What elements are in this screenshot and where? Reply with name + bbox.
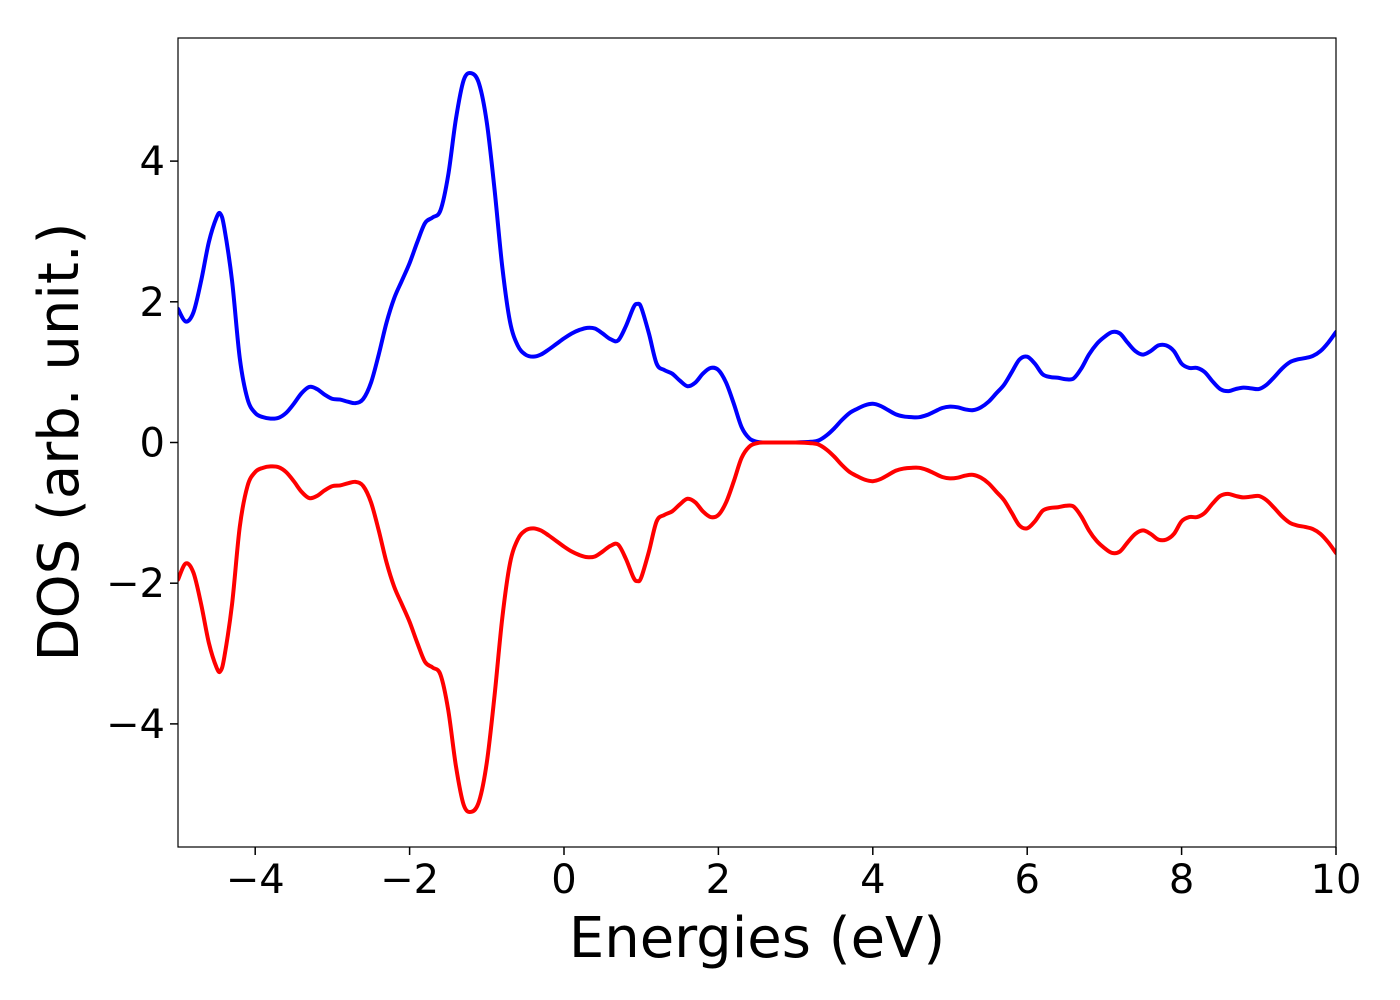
series-line-2: [178, 440, 1336, 815]
x-tick-label: −4: [226, 857, 285, 903]
x-tick-label: 4: [860, 857, 885, 903]
y-axis: −4 −2 0 2 4: [106, 139, 178, 748]
x-axis: −4 −2 0 2 4 6 8 10: [226, 847, 1362, 903]
x-axis-label: Energies (eV): [569, 906, 945, 971]
y-tick-label: 4: [140, 139, 165, 185]
series-line-1: [178, 70, 1336, 445]
x-tick-label: 10: [1311, 857, 1362, 903]
y-tick-label: 0: [140, 421, 165, 467]
x-tick-label: −2: [380, 857, 439, 903]
series-layer: [178, 70, 1336, 815]
y-tick-label: −2: [106, 561, 165, 607]
x-tick-label: 2: [706, 857, 731, 903]
x-tick-label: 6: [1014, 857, 1039, 903]
x-tick-label: 0: [551, 857, 576, 903]
y-tick-label: 2: [140, 280, 165, 326]
x-tick-label: 8: [1169, 857, 1194, 903]
y-tick-label: −4: [106, 702, 165, 748]
y-axis-label: DOS (arb. unit.): [27, 222, 92, 661]
